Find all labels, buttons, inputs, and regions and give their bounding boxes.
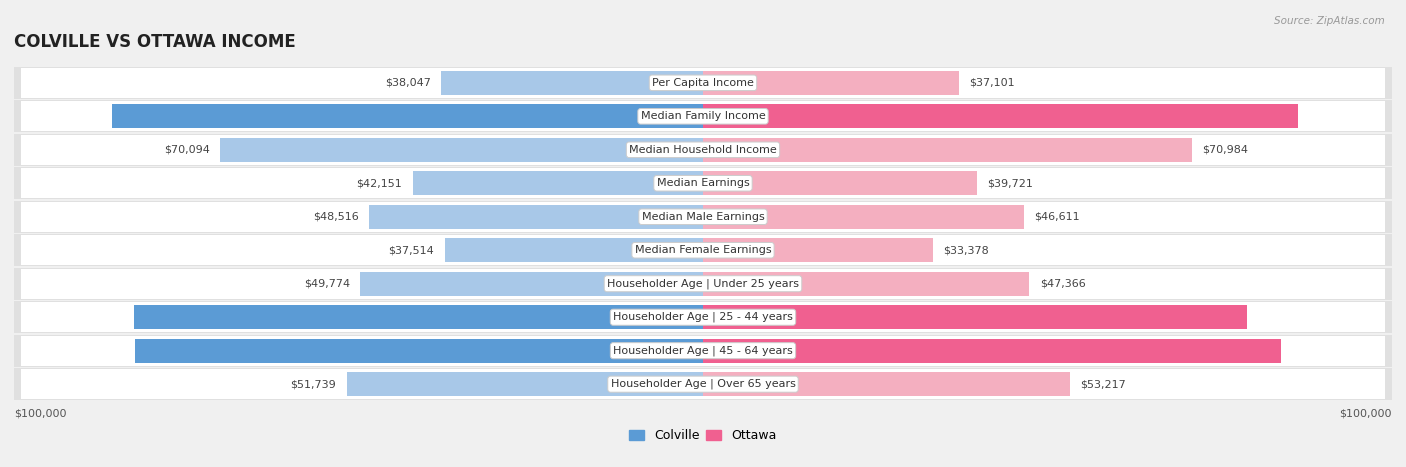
Text: Householder Age | Over 65 years: Householder Age | Over 65 years (610, 379, 796, 389)
Text: $39,721: $39,721 (987, 178, 1033, 188)
Bar (703, 272, 1029, 296)
Text: COLVILLE VS OTTAWA INCOME: COLVILLE VS OTTAWA INCOME (14, 33, 295, 51)
Bar (21, 134, 1385, 165)
Bar (14, 67, 1392, 99)
Bar (21, 302, 1385, 333)
Bar (21, 235, 1385, 265)
Bar (21, 269, 1385, 299)
Bar (21, 369, 1385, 399)
Bar (14, 368, 1392, 400)
Text: Median Male Earnings: Median Male Earnings (641, 212, 765, 222)
Bar (703, 71, 959, 95)
Text: $49,774: $49,774 (304, 279, 350, 289)
Bar (21, 101, 1385, 131)
Text: $37,514: $37,514 (388, 245, 434, 255)
Bar (360, 272, 703, 296)
Bar (21, 202, 1385, 232)
Text: $53,217: $53,217 (1080, 379, 1126, 389)
Text: $82,474: $82,474 (28, 346, 75, 356)
Text: $33,378: $33,378 (943, 245, 988, 255)
Bar (703, 171, 977, 195)
Bar (21, 168, 1385, 198)
Bar (135, 339, 703, 363)
Text: Median Earnings: Median Earnings (657, 178, 749, 188)
Bar (412, 171, 703, 195)
Bar (368, 205, 703, 229)
Text: $100,000: $100,000 (14, 408, 66, 418)
Bar (21, 336, 1385, 366)
Bar (703, 372, 1070, 396)
Text: $85,792: $85,792 (28, 111, 75, 121)
Text: Householder Age | Under 25 years: Householder Age | Under 25 years (607, 278, 799, 289)
Bar (703, 104, 1298, 128)
Text: $42,151: $42,151 (357, 178, 402, 188)
Bar (14, 335, 1392, 367)
Text: Per Capita Income: Per Capita Income (652, 78, 754, 88)
Bar (14, 301, 1392, 333)
Text: Median Female Earnings: Median Female Earnings (634, 245, 772, 255)
Text: $86,380: $86,380 (1333, 111, 1378, 121)
Bar (14, 268, 1392, 300)
Text: Median Family Income: Median Family Income (641, 111, 765, 121)
Text: $46,611: $46,611 (1035, 212, 1080, 222)
Bar (14, 100, 1392, 132)
Text: Householder Age | 45 - 64 years: Householder Age | 45 - 64 years (613, 346, 793, 356)
Bar (14, 201, 1392, 233)
Bar (703, 339, 1281, 363)
Bar (112, 104, 703, 128)
Bar (703, 238, 934, 262)
Bar (221, 138, 703, 162)
Bar (21, 68, 1385, 98)
Text: $38,047: $38,047 (385, 78, 430, 88)
Text: Median Household Income: Median Household Income (628, 145, 778, 155)
Bar (14, 167, 1392, 199)
Text: $82,604: $82,604 (28, 312, 73, 322)
Bar (14, 234, 1392, 266)
Text: Householder Age | 25 - 44 years: Householder Age | 25 - 44 years (613, 312, 793, 322)
Text: $79,012: $79,012 (1333, 312, 1378, 322)
Bar (703, 305, 1247, 329)
Bar (346, 372, 703, 396)
Bar (703, 138, 1192, 162)
Legend: Colville, Ottawa: Colville, Ottawa (624, 425, 782, 447)
Text: $70,094: $70,094 (165, 145, 209, 155)
Bar (441, 71, 703, 95)
Text: $83,953: $83,953 (1333, 346, 1378, 356)
Text: $47,366: $47,366 (1039, 279, 1085, 289)
Bar (703, 205, 1024, 229)
Text: $100,000: $100,000 (1340, 408, 1392, 418)
Text: Source: ZipAtlas.com: Source: ZipAtlas.com (1274, 16, 1385, 26)
Text: $51,739: $51,739 (291, 379, 336, 389)
Bar (444, 238, 703, 262)
Text: $48,516: $48,516 (312, 212, 359, 222)
Text: $37,101: $37,101 (969, 78, 1015, 88)
Bar (14, 134, 1392, 166)
Bar (134, 305, 703, 329)
Text: $70,984: $70,984 (1202, 145, 1249, 155)
